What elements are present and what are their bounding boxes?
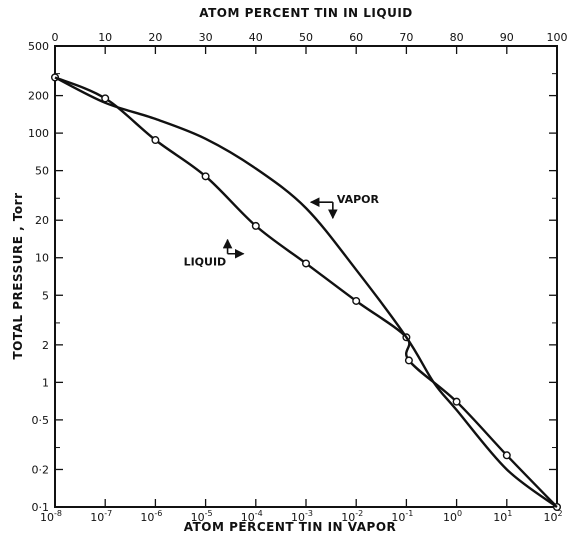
liquid-point bbox=[452, 397, 461, 406]
y-tick-label: 10 bbox=[35, 252, 49, 265]
bottom-tick-label: 10-7 bbox=[90, 509, 112, 524]
liquid-curve bbox=[54, 76, 558, 508]
top-tick-label: 60 bbox=[349, 31, 363, 44]
top-tick-label: 40 bbox=[249, 31, 263, 44]
bottom-tick-label: 10-1 bbox=[391, 509, 413, 524]
y-tick-label: 5 bbox=[42, 289, 49, 302]
top-tick-label: 10 bbox=[98, 31, 112, 44]
y-axis-title: TOTAL PRESSURE , Torr bbox=[11, 193, 25, 360]
y-tick-label: 200 bbox=[28, 90, 49, 103]
liquid-point bbox=[404, 356, 413, 365]
top-tick-label: 70 bbox=[399, 31, 413, 44]
y-tick-label: 0·5 bbox=[32, 414, 50, 427]
bottom-tick-label: 101 bbox=[493, 509, 512, 524]
bottom-tick-label: 10-3 bbox=[291, 509, 313, 524]
top-tick-label: 0 bbox=[52, 31, 59, 44]
y-tick-label: 100 bbox=[28, 127, 49, 140]
liquid-point bbox=[352, 296, 361, 305]
series-layer bbox=[51, 73, 562, 512]
vapor-label: VAPOR bbox=[337, 193, 380, 206]
y-tick-label: 0·1 bbox=[32, 501, 50, 514]
plot-frame bbox=[54, 45, 558, 508]
y-tick-label: 0·2 bbox=[32, 463, 50, 476]
liquid-label: LIQUID bbox=[184, 256, 227, 269]
y-tick-label: 20 bbox=[35, 214, 49, 227]
bottom-tick-label: 102 bbox=[543, 509, 562, 524]
y-tick-label: 50 bbox=[35, 165, 49, 178]
vapor-curve bbox=[54, 76, 558, 508]
bottom-tick-label: 10-5 bbox=[191, 509, 213, 524]
liquid-point bbox=[201, 172, 210, 181]
top-tick-label: 90 bbox=[500, 31, 514, 44]
annotation-layer: VAPOR LIQUID bbox=[184, 193, 380, 269]
bottom-tick-label: 10-4 bbox=[241, 509, 263, 524]
bottom-tick-label: 10-6 bbox=[140, 509, 162, 524]
bottom-tick-label: 10-8 bbox=[40, 509, 62, 524]
bottom-tick-label: 10-2 bbox=[341, 509, 363, 524]
top-tick-label: 50 bbox=[299, 31, 313, 44]
liquid-point bbox=[502, 451, 511, 460]
liquid-point bbox=[302, 259, 311, 268]
liquid-point bbox=[151, 136, 160, 145]
top-tick-label: 20 bbox=[148, 31, 162, 44]
bottom-axis-title: ATOM PERCENT TIN IN VAPOR bbox=[184, 520, 397, 534]
y-tick-label: 500 bbox=[28, 40, 49, 53]
y-tick-label: 2 bbox=[42, 339, 49, 352]
bottom-tick-label: 100 bbox=[443, 509, 462, 524]
top-tick-label: 80 bbox=[450, 31, 464, 44]
y-tick-label: 1 bbox=[42, 376, 49, 389]
top-axis-title: ATOM PERCENT TIN IN LIQUID bbox=[199, 6, 413, 20]
top-tick-label: 30 bbox=[199, 31, 213, 44]
top-tick-label: 100 bbox=[547, 31, 568, 44]
liquid-point bbox=[251, 221, 260, 230]
